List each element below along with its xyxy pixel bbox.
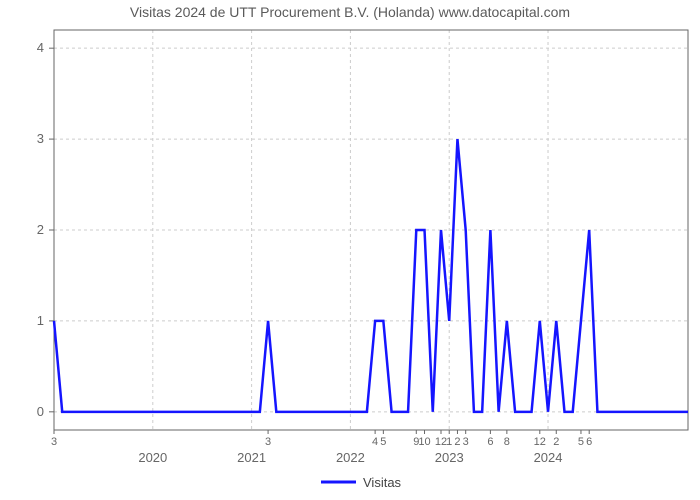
- x-month-label: 2: [553, 436, 559, 448]
- x-year-label: 2022: [336, 450, 365, 465]
- x-month-label: 4: [372, 436, 378, 448]
- x-year-label: 2024: [534, 450, 563, 465]
- x-month-label: 5: [380, 436, 386, 448]
- x-year-label: 2023: [435, 450, 464, 465]
- x-year-label: 2020: [138, 450, 167, 465]
- x-month-label: 5: [578, 436, 584, 448]
- x-month-label: 8: [504, 436, 510, 448]
- x-month-label: 3: [265, 436, 271, 448]
- x-month-label: 6: [487, 436, 493, 448]
- x-year-label: 2021: [237, 450, 266, 465]
- legend-label: Visitas: [363, 475, 402, 490]
- x-month-label: 3: [51, 436, 57, 448]
- y-tick-label: 3: [37, 131, 44, 146]
- x-month-label: 10: [418, 436, 430, 448]
- x-month-label: 3: [463, 436, 469, 448]
- line-chart: 0123433459101212368122562020202120222023…: [0, 0, 700, 500]
- x-month-label: 2: [454, 436, 460, 448]
- chart-title: Visitas 2024 de UTT Procurement B.V. (Ho…: [0, 4, 700, 20]
- y-tick-label: 4: [37, 40, 44, 55]
- y-tick-label: 0: [37, 404, 44, 419]
- y-tick-label: 2: [37, 222, 44, 237]
- x-month-label: 1: [446, 436, 452, 448]
- y-tick-label: 1: [37, 313, 44, 328]
- chart-container: Visitas 2024 de UTT Procurement B.V. (Ho…: [0, 0, 700, 500]
- x-month-label: 6: [586, 436, 592, 448]
- x-month-label: 12: [534, 436, 546, 448]
